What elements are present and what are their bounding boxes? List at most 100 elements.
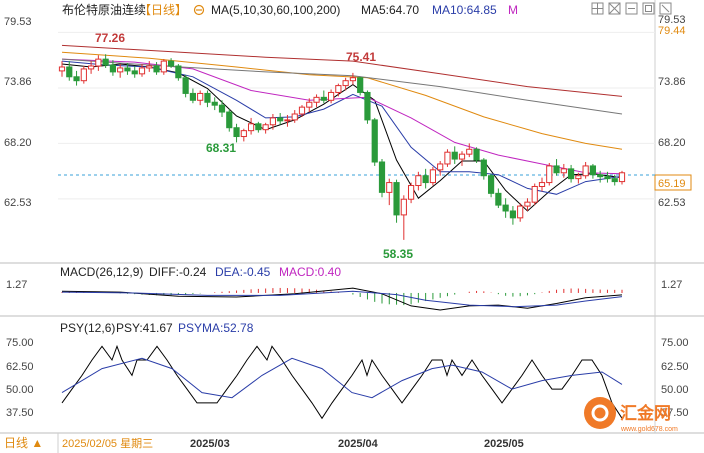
psy-tick-right: 75.00 xyxy=(661,337,689,349)
psy-tick-left: 75.00 xyxy=(6,337,34,349)
price-tick-right: 79.53 xyxy=(658,14,686,26)
candle-up xyxy=(313,96,320,103)
macd-tick-left: 1.27 xyxy=(6,279,27,291)
candle-up xyxy=(327,91,335,101)
candle-down xyxy=(422,175,429,184)
candle-up xyxy=(538,182,546,187)
candle-down xyxy=(102,58,109,66)
macd-dea: DEA:-0.45 xyxy=(215,265,271,279)
candle-up xyxy=(247,123,255,132)
candle-up xyxy=(458,153,466,160)
grid-icon[interactable] xyxy=(608,2,621,15)
candle-down xyxy=(495,192,502,206)
logo-watermark: 汇金网 www.gold678.com xyxy=(584,397,678,433)
box-icon[interactable] xyxy=(642,2,655,15)
candle-up xyxy=(95,58,102,67)
candle-down xyxy=(589,165,597,176)
maximize-icon[interactable] xyxy=(659,2,672,15)
candle-down xyxy=(255,123,262,131)
psyma-value: PSYMA:52.78 xyxy=(178,321,254,335)
candle-up xyxy=(160,60,167,73)
macd-label: MACD(26,12,9) xyxy=(60,265,143,279)
price-tick-highlight: 79.44 xyxy=(658,25,686,37)
price-tick-right: 68.20 xyxy=(658,137,686,149)
candle-down xyxy=(393,182,400,216)
candle-down xyxy=(357,77,364,93)
candle-up xyxy=(386,182,393,193)
candle-down xyxy=(553,165,560,174)
candle-up xyxy=(349,77,357,82)
candle-up xyxy=(524,201,531,207)
candle-up xyxy=(517,205,524,219)
candle-down xyxy=(175,65,182,79)
candles xyxy=(58,54,626,240)
candle-up xyxy=(415,175,422,187)
candle-down xyxy=(480,159,487,177)
candle-up xyxy=(197,92,204,101)
candle-down xyxy=(320,96,327,101)
psy-tick-left: 62.50 xyxy=(6,361,34,373)
logo-url: www.gold678.com xyxy=(620,426,678,433)
annotation-high-1: 77.26 xyxy=(95,31,125,45)
candle-down xyxy=(218,104,226,113)
candle-down xyxy=(567,168,575,180)
candle-down xyxy=(597,174,604,178)
candle-up xyxy=(437,163,444,171)
candle-up xyxy=(335,85,342,93)
candle-down xyxy=(204,92,211,103)
candle-down xyxy=(167,60,175,67)
candle-up xyxy=(117,67,124,73)
refresh-icon[interactable] xyxy=(193,4,205,16)
ma10-value: MA10:64.85 xyxy=(432,3,497,17)
price-tick-right: 62.53 xyxy=(658,197,686,209)
candle-down xyxy=(451,151,458,160)
psy-tick-left: 37.50 xyxy=(6,407,34,419)
price-tick-right: 73.86 xyxy=(658,76,686,88)
candle-down xyxy=(211,101,218,106)
candle-up xyxy=(560,168,567,174)
macd-value: MACD:0.40 xyxy=(279,265,341,279)
candle-down xyxy=(66,66,73,78)
candle-down xyxy=(189,92,197,101)
period-label[interactable]: 【日线】 xyxy=(139,3,187,17)
candle-up xyxy=(240,130,247,138)
candle-down xyxy=(131,70,138,75)
minus-icon[interactable] xyxy=(625,2,638,15)
month-label: 2025/03 xyxy=(190,438,230,450)
candle-up xyxy=(138,67,146,75)
instrument-title: 布伦特原油连续 xyxy=(62,2,146,17)
period-button-label[interactable]: 日线 ▲ xyxy=(4,436,43,450)
ma-more-label: M xyxy=(508,3,518,17)
candle-up xyxy=(407,185,415,200)
candle-up xyxy=(444,151,451,165)
psy-tick-left: 50.00 xyxy=(6,384,34,396)
ma60-line xyxy=(61,51,623,150)
candle-down xyxy=(502,204,509,212)
period-button[interactable]: 日线 ▲ xyxy=(4,436,43,450)
current-price-tag: 65.19 xyxy=(654,174,692,191)
candle-down xyxy=(182,77,189,94)
psy-tick-right: 37.50 xyxy=(661,407,689,419)
candle-up xyxy=(531,185,538,203)
logo-name: 汇金网 xyxy=(620,403,671,423)
ma200-line xyxy=(61,44,623,97)
settings-icon[interactable] xyxy=(591,2,604,15)
candle-up xyxy=(582,165,589,177)
psy-plot xyxy=(61,344,623,420)
psy-label: PSY(12,6) xyxy=(60,321,115,335)
psy-tick-right: 62.50 xyxy=(661,361,689,373)
month-label: 2025/04 xyxy=(338,438,379,450)
price-tick-left: 79.53 xyxy=(4,16,32,28)
macd-diff: DIFF:-0.24 xyxy=(149,265,207,279)
psyma-line xyxy=(61,357,623,399)
candle-up xyxy=(80,68,87,82)
candle-up xyxy=(269,117,277,126)
ma5-value: MA5:64.70 xyxy=(361,3,419,17)
candle-up xyxy=(262,124,269,131)
candle-up xyxy=(284,119,291,122)
candle-up xyxy=(575,175,582,180)
macd-plot xyxy=(61,287,623,311)
price-tick-left: 62.53 xyxy=(4,197,32,209)
macd-tick-right: 1.27 xyxy=(661,279,682,291)
